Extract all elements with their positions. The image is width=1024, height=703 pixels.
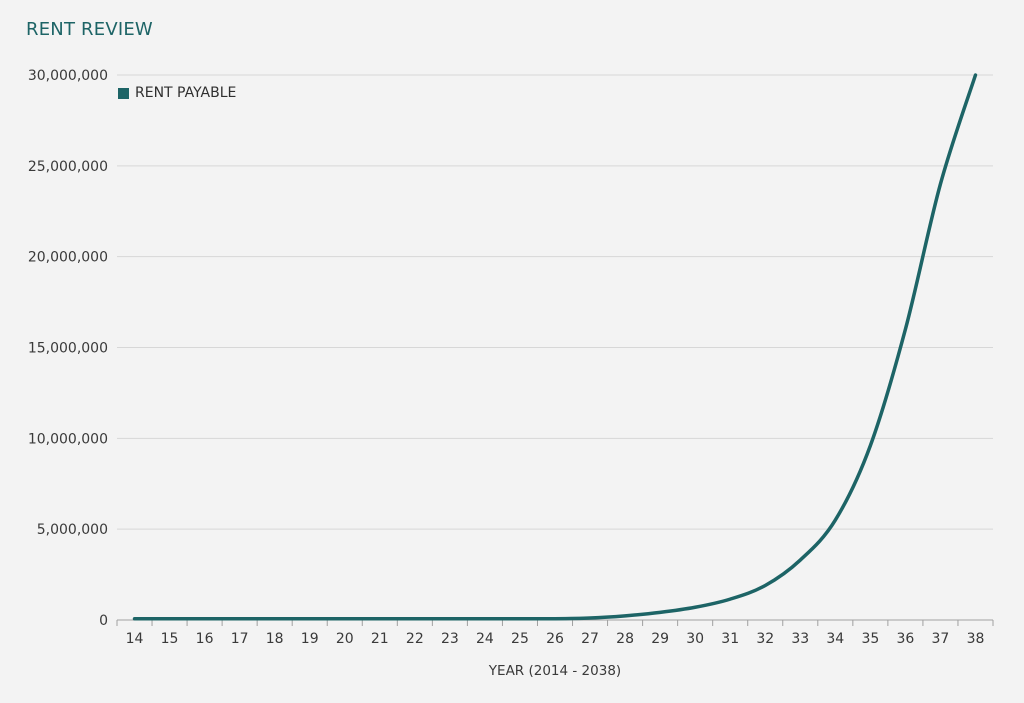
x-tick-label: 18 bbox=[266, 631, 284, 647]
x-tick-label: 19 bbox=[301, 631, 319, 647]
x-tick-label: 27 bbox=[581, 631, 599, 647]
x-tick-label: 24 bbox=[476, 631, 494, 647]
y-tick-label: 5,000,000 bbox=[37, 522, 108, 538]
x-tick-label: 37 bbox=[932, 631, 950, 647]
x-tick-label: 21 bbox=[371, 631, 389, 647]
x-tick-label: 32 bbox=[756, 631, 774, 647]
y-tick-label: 0 bbox=[99, 613, 108, 629]
y-tick-label: 20,000,000 bbox=[28, 250, 108, 266]
x-tick-label: 31 bbox=[721, 631, 739, 647]
x-tick-label: 34 bbox=[826, 631, 844, 647]
x-tick-label: 17 bbox=[231, 631, 249, 647]
x-axis-label: YEAR (2014 - 2038) bbox=[488, 663, 621, 679]
x-tick-label: 26 bbox=[546, 631, 564, 647]
y-tick-label: 30,000,000 bbox=[28, 68, 108, 84]
chart-title: RENT REVIEW bbox=[26, 19, 153, 40]
x-tick-label: 20 bbox=[336, 631, 354, 647]
x-tick-label: 22 bbox=[406, 631, 424, 647]
x-tick-label: 38 bbox=[967, 631, 985, 647]
x-tick-label: 16 bbox=[196, 631, 214, 647]
y-tick-label: 15,000,000 bbox=[28, 341, 108, 357]
x-tick-label: 15 bbox=[161, 631, 179, 647]
x-tick-label: 14 bbox=[126, 631, 144, 647]
x-tick-label: 30 bbox=[686, 631, 704, 647]
legend-swatch bbox=[118, 87, 129, 99]
x-tick-label: 36 bbox=[896, 631, 914, 647]
x-tick-label: 28 bbox=[616, 631, 634, 647]
x-tick-label: 29 bbox=[651, 631, 669, 647]
x-tick-label: 35 bbox=[861, 631, 879, 647]
series-line-rent-payable bbox=[132, 73, 978, 621]
x-tick-label: 23 bbox=[441, 631, 459, 647]
legend: RENT PAYABLE bbox=[118, 85, 236, 101]
legend-label: RENT PAYABLE bbox=[135, 85, 237, 101]
y-tick-label: 10,000,000 bbox=[28, 431, 108, 447]
x-tick-label: 25 bbox=[511, 631, 529, 647]
y-tick-label: 25,000,000 bbox=[28, 159, 108, 175]
x-tick-label: 33 bbox=[791, 631, 809, 647]
